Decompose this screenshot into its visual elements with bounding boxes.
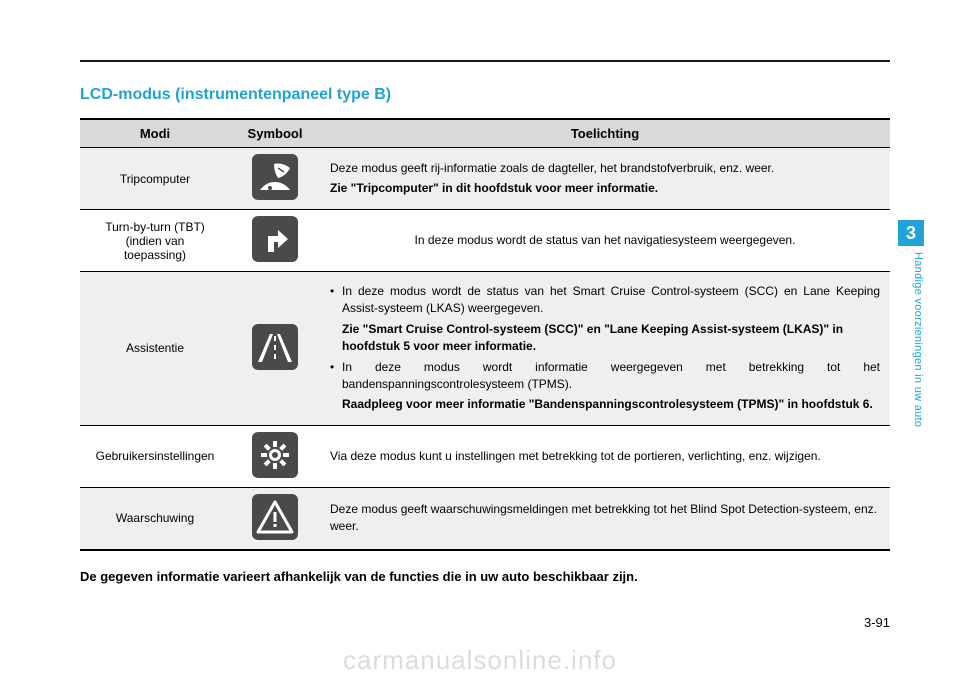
desc-text: Deze modus geeft rij-informatie zoals de…: [330, 160, 880, 177]
lane-icon: [252, 324, 298, 370]
cell-modi: Assistentie: [80, 272, 230, 426]
cell-desc: Deze modus geeft waarschuwingsmeldingen …: [320, 487, 890, 550]
turn-icon: [252, 216, 298, 262]
page: LCD-modus (instrumentenpaneel type B) Mo…: [0, 0, 960, 688]
bullet-item: In deze modus wordt informatie weergegev…: [330, 359, 880, 414]
modi-line: toepassing): [90, 248, 220, 262]
cell-symbol: [230, 487, 320, 550]
cell-modi: Tripcomputer: [80, 148, 230, 210]
bullet-text: In deze modus wordt de status van het Sm…: [342, 284, 880, 315]
modi-line: (indien van: [90, 234, 220, 248]
table-row: Tripcomputer Deze modus geeft rij-inform: [80, 148, 890, 210]
page-number: 3-91: [864, 615, 890, 630]
lcd-modes-table: Modi Symbool Toelichting Tripcomputer: [80, 118, 890, 551]
col-toelichting: Toelichting: [320, 119, 890, 148]
trip-icon: [252, 154, 298, 200]
col-symbool: Symbool: [230, 119, 320, 148]
col-modi: Modi: [80, 119, 230, 148]
watermark: carmanualsonline.info: [0, 645, 960, 676]
cell-desc: Via deze modus kunt u instellingen met b…: [320, 425, 890, 487]
cell-modi: Turn-by-turn (TBT) (indien van toepassin…: [80, 210, 230, 272]
bullet-text: In deze modus wordt informatie weergegev…: [342, 360, 880, 391]
table-row: Assistentie: [80, 272, 890, 426]
section-title: LCD-modus (instrumentenpaneel type B): [80, 86, 890, 104]
chapter-side-text: Handige voorzieningen in uw auto: [898, 252, 924, 427]
cell-modi: Gebruikersinstellingen: [80, 425, 230, 487]
cell-symbol: [230, 425, 320, 487]
cell-symbol: [230, 272, 320, 426]
table-row: Turn-by-turn (TBT) (indien van toepassin…: [80, 210, 890, 272]
table-row: Gebruikersinstellingen: [80, 425, 890, 487]
footnote: De gegeven informatie varieert afhankeli…: [80, 569, 890, 584]
table-header-row: Modi Symbool Toelichting: [80, 119, 890, 148]
warning-icon: [252, 494, 298, 540]
cell-desc: In deze modus wordt de status van het na…: [320, 210, 890, 272]
cell-modi: Waarschuwing: [80, 487, 230, 550]
cell-symbol: [230, 210, 320, 272]
gear-icon: [252, 432, 298, 478]
bullet-sub: Zie "Smart Cruise Control-systeem (SCC)"…: [342, 321, 880, 356]
bullet-item: In deze modus wordt de status van het Sm…: [330, 283, 880, 356]
cell-symbol: [230, 148, 320, 210]
bullet-sub: Raadpleeg voor meer informatie "Bandensp…: [342, 396, 880, 413]
chapter-tab: 3: [898, 220, 924, 246]
modi-line: Turn-by-turn (TBT): [90, 220, 220, 234]
desc-bold: Zie "Tripcomputer" in dit hoofdstuk voor…: [330, 180, 880, 197]
cell-desc: Deze modus geeft rij-informatie zoals de…: [320, 148, 890, 210]
cell-desc: In deze modus wordt de status van het Sm…: [320, 272, 890, 426]
table-row: Waarschuwing Deze modus geeft waarschuwi…: [80, 487, 890, 550]
top-rule: [80, 60, 890, 62]
